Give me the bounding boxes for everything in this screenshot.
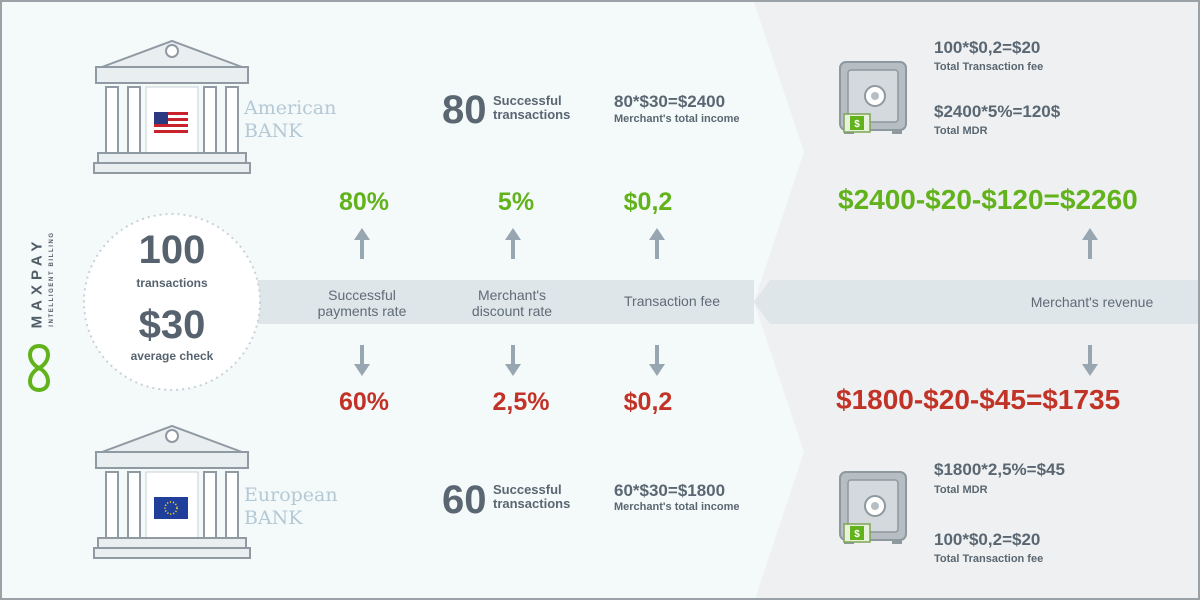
arrow-up-icon bbox=[354, 228, 370, 259]
european-income-formula: 60*$30=$1800 bbox=[614, 481, 726, 500]
bank-icon bbox=[93, 424, 251, 559]
payments-rate-line2: payments rate bbox=[317, 303, 407, 319]
transactions-label: transactions bbox=[136, 276, 208, 290]
american-successful-line2: transactions bbox=[493, 107, 571, 122]
european-successful-count: 60 bbox=[442, 478, 487, 522]
arrows-up bbox=[354, 228, 1098, 259]
american-bank-line1: American bbox=[244, 97, 337, 119]
discount-rate-line2: discount rate bbox=[471, 303, 553, 319]
eu-flag-icon bbox=[154, 497, 188, 519]
payments-rate-line1: Successful bbox=[328, 287, 396, 303]
european-mdr-label: Total MDR bbox=[934, 484, 988, 496]
svg-text:$: $ bbox=[854, 119, 860, 130]
money-icon: $ bbox=[843, 113, 871, 133]
american-transaction-fee: $0,2 bbox=[623, 188, 673, 216]
european-success-rate: 60% bbox=[338, 388, 390, 416]
american-fee-label: Total Transaction fee bbox=[934, 61, 1044, 73]
american-bank-line2: BANK bbox=[244, 120, 303, 142]
arrow-down-icon bbox=[505, 345, 521, 376]
payments-rate-label: Successful payments rate bbox=[302, 287, 422, 319]
transaction-fee-label: Transaction fee bbox=[624, 293, 720, 309]
arrow-up-icon bbox=[649, 228, 665, 259]
brand: MAXPAY INTELLIGENT BILLING bbox=[24, 214, 56, 394]
arrow-down-icon bbox=[649, 345, 665, 376]
american-revenue: $2400-$20-$120=$2260 bbox=[838, 184, 1138, 215]
discount-rate-label: Merchant's discount rate bbox=[452, 287, 572, 319]
chevron-edge bbox=[742, 2, 804, 598]
american-discount-rate: 5% bbox=[497, 188, 535, 216]
european-income-label: Merchant's total income bbox=[614, 501, 740, 513]
american-success-rate: 80% bbox=[338, 188, 390, 216]
arrow-up-icon bbox=[1082, 228, 1098, 259]
center-circle bbox=[83, 213, 261, 391]
european-bank-line2: BANK bbox=[244, 507, 303, 529]
svg-text:$: $ bbox=[854, 529, 860, 540]
bank-icon bbox=[93, 39, 251, 174]
european-fee-label: Total Transaction fee bbox=[934, 553, 1044, 565]
american-income-formula: 80*$30=$2400 bbox=[614, 92, 726, 111]
european-successful-line2: transactions bbox=[493, 496, 571, 511]
european-fee-formula: 100*$0,2=$20 bbox=[934, 530, 1041, 549]
european-successful-line1: Successful bbox=[493, 482, 562, 497]
safe-icon bbox=[839, 471, 907, 544]
american-mdr-label: Total MDR bbox=[934, 125, 988, 137]
band-left bbox=[240, 280, 754, 324]
merchants-revenue-label: Merchant's revenue bbox=[1030, 294, 1154, 310]
arrows-down bbox=[354, 345, 1098, 376]
european-discount-rate: 2,5% bbox=[492, 388, 550, 416]
european-bank-line1: European bbox=[244, 484, 338, 506]
us-flag-icon bbox=[154, 112, 188, 134]
american-mdr-formula: $2400*5%=120$ bbox=[934, 102, 1061, 121]
arrow-down-icon bbox=[1082, 345, 1098, 376]
money-icon: $ bbox=[843, 523, 871, 543]
european-mdr-formula: $1800*2,5%=$45 bbox=[934, 460, 1065, 479]
average-check-value: $30 bbox=[138, 303, 206, 347]
infinity-logo-icon bbox=[28, 343, 50, 393]
american-fee-formula: 100*$0,2=$20 bbox=[934, 38, 1041, 57]
arrow-up-icon bbox=[505, 228, 521, 259]
american-successful-count: 80 bbox=[442, 88, 487, 132]
american-successful-line1: Successful bbox=[493, 93, 562, 108]
safe-icon bbox=[839, 61, 907, 134]
discount-rate-line1: Merchant's bbox=[477, 287, 547, 303]
american-income-label: Merchant's total income bbox=[614, 113, 740, 125]
brand-name: MAXPAY bbox=[28, 236, 46, 329]
average-check-label: average check bbox=[130, 349, 214, 363]
arrow-down-icon bbox=[354, 345, 370, 376]
band-right bbox=[754, 280, 1198, 324]
european-revenue: $1800-$20-$45=$1735 bbox=[836, 384, 1121, 415]
european-transaction-fee: $0,2 bbox=[623, 388, 673, 416]
brand-tagline: INTELLIGENT BILLING bbox=[49, 231, 55, 327]
transactions-number: 100 bbox=[138, 228, 206, 272]
